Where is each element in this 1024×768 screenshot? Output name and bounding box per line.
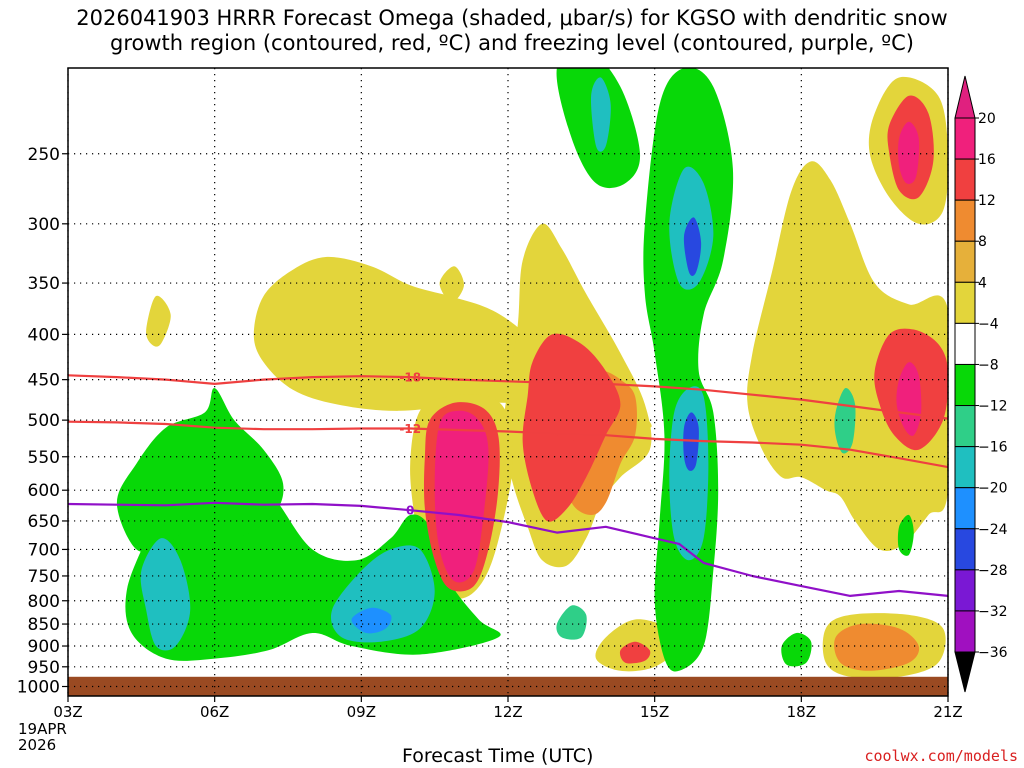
colorbar-bin-3 — [954, 240, 976, 283]
colorbar-bin-2 — [954, 199, 976, 242]
colorbar-top-arrow — [954, 75, 976, 119]
omega-region-yellow-7.6-360 — [439, 266, 465, 303]
colorbar-bin-11 — [954, 569, 976, 612]
contour-dgz-minus-18 — [68, 374, 948, 420]
omega-region-orange-core-13z — [549, 360, 602, 443]
y-tick-label-500: 500 — [28, 411, 60, 431]
chart-title: 2026041903 HRRR Forecast Omega (shaded, … — [0, 6, 1024, 56]
colorbar-label-9: −20 — [978, 481, 1008, 497]
y-tick-label-800: 800 — [28, 592, 60, 612]
contour-freezing-level-0 — [68, 501, 948, 597]
y-tick-label-750: 750 — [28, 567, 60, 587]
x-tick-label-06Z: 06Z — [200, 703, 229, 721]
omega-region-yellow-right-region — [747, 161, 948, 551]
colorbar-bin-1 — [954, 158, 976, 201]
y-tick-label-700: 700 — [28, 540, 60, 560]
chart-title-line-1: 2026041903 HRRR Forecast Omega (shaded, … — [76, 6, 948, 30]
x-tick-label-12Z: 12Z — [493, 703, 522, 721]
colorbar-bin-8 — [954, 446, 976, 489]
omega-region-green-lower-right — [781, 632, 812, 667]
y-tick-label-900: 900 — [28, 637, 60, 657]
omega-field: -18 -12 0 — [68, 68, 948, 696]
omega-region-cyan-left — [140, 538, 191, 651]
y-tick-label-850: 850 — [28, 615, 60, 635]
colorbar-label-6: −8 — [978, 357, 999, 373]
y-tick-label-450: 450 — [28, 371, 60, 391]
colorbar-label-2: 12 — [978, 193, 996, 209]
y-tick-label-650: 650 — [28, 512, 60, 532]
x-axis-title: Forecast Time (UTC) — [402, 745, 594, 767]
y-tick-label-350: 350 — [28, 274, 60, 294]
colorbar-bin-6 — [954, 363, 976, 407]
colorbar-bin-10 — [954, 528, 976, 571]
colorbar-label-1: 16 — [978, 152, 996, 168]
colorbar-bin-12 — [954, 610, 976, 653]
omega-region-pink-top-right — [898, 121, 920, 184]
colorbar-label-8: −16 — [978, 440, 1008, 456]
colorbar-bin-5 — [954, 322, 976, 365]
x-tick-label-21Z: 21Z — [933, 703, 962, 721]
colorbar-bin-7 — [954, 405, 976, 448]
x-tick-label-15Z: 15Z — [640, 703, 669, 721]
omega-region-blue-center-right — [683, 217, 702, 276]
y-tick-label-950: 950 — [28, 658, 60, 678]
axes: 2503003504004505005506006507007508008509… — [17, 67, 963, 721]
omega-region-yellow-350-390 — [146, 295, 171, 347]
colorbar-label-4: 4 — [978, 275, 987, 291]
date-label-day: 19APR — [18, 720, 67, 738]
colorbar-label-11: −28 — [978, 563, 1008, 579]
omega-region-green-mid-small — [556, 605, 587, 640]
omega-region-red-right-450 — [896, 362, 922, 436]
x-tick-label-18Z: 18Z — [787, 703, 816, 721]
colorbar-bin-9 — [954, 487, 976, 530]
y-tick-label-1000: 1000 — [17, 678, 60, 698]
plot-area: -18 -12 0 — [68, 68, 948, 696]
colorbar-label-0: 20 — [978, 111, 996, 127]
colorbar-label-13: −36 — [978, 645, 1008, 661]
colorbar-label-5: −4 — [978, 316, 999, 332]
colorbar: 20 16 12 8 4 −4 −8 −12 −16 −20 −24 −28 −32 −36 — [954, 75, 1008, 693]
omega-region-green-17z — [897, 514, 914, 556]
y-tick-label-600: 600 — [28, 481, 60, 501]
omega-region-orange-right-lower — [834, 623, 920, 671]
x-tick-label-03Z: 03Z — [53, 703, 82, 721]
colorbar-bin-0 — [954, 117, 976, 160]
colorbar-label-12: −32 — [978, 604, 1008, 620]
colorbar-bin-4 — [954, 281, 976, 324]
credit-text: coolwx.com/models — [864, 747, 1018, 765]
colorbar-label-7: −12 — [978, 399, 1008, 415]
y-tick-label-250: 250 — [28, 145, 60, 165]
y-tick-label-400: 400 — [28, 325, 60, 345]
chart-title-line-2: growth region (contoured, red, ºC) and f… — [110, 31, 914, 55]
colorbar-label-10: −24 — [978, 522, 1008, 538]
omega-region-cyan-top-center — [590, 77, 611, 152]
omega-region-pink-core-11z — [441, 421, 479, 576]
colorbar-bottom-arrow — [954, 651, 976, 693]
x-tick-label-09Z: 09Z — [347, 703, 376, 721]
contour-dgz-minus-12 — [68, 420, 948, 469]
contour-label-dgz-minus-12: -12 — [399, 422, 421, 436]
date-label-year: 2026 — [18, 736, 57, 754]
contour-label-dgz-minus-18: -18 — [399, 371, 421, 385]
omega-region-orange-small-lower — [619, 641, 651, 664]
y-tick-label-550: 550 — [28, 448, 60, 468]
contour-label-freezing-level-0: 0 — [406, 504, 414, 518]
colorbar-label-3: 8 — [978, 234, 987, 250]
omega-region-cyan-16z-lower — [669, 386, 709, 561]
omega-region-green-center-right — [643, 68, 734, 672]
y-tick-label-300: 300 — [28, 215, 60, 235]
